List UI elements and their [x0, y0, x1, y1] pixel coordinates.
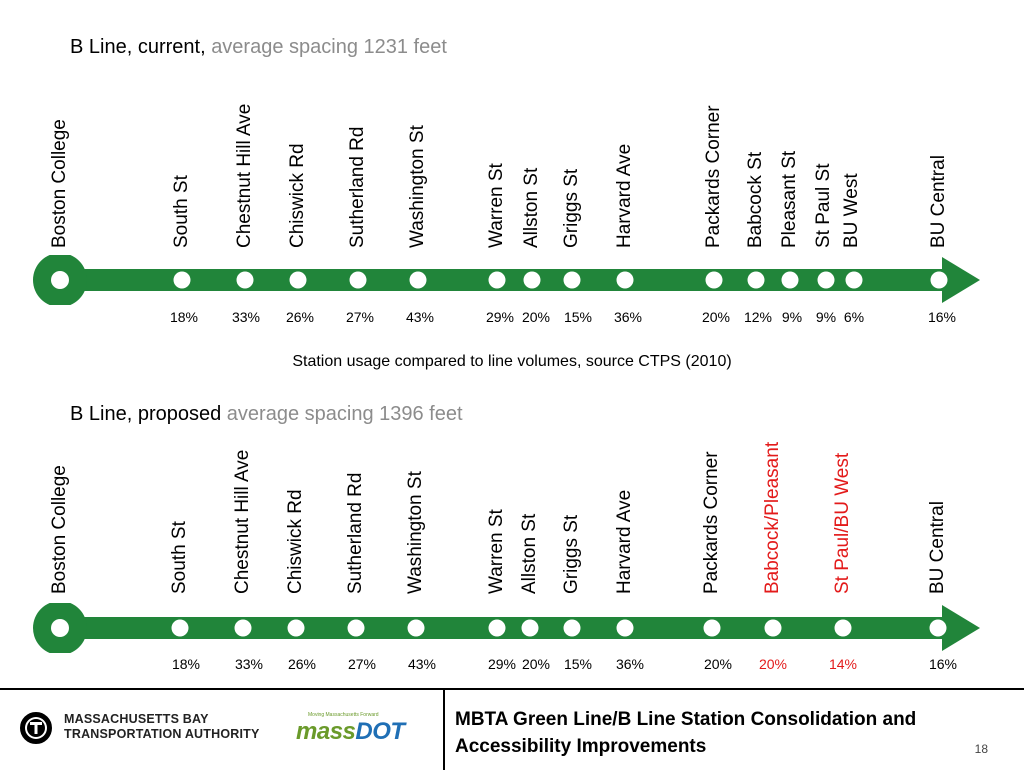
proposed-station-dot-babcock-pleasant — [764, 619, 782, 637]
current-station-dot-warren-st — [488, 271, 506, 289]
presentation-title: MBTA Green Line/B Line Station Consolida… — [455, 709, 917, 757]
current-station-dot-chiswick-rd — [289, 271, 307, 289]
current-usage-row: 18% 33% 26% 27% 43% 29% 20% 15% 36% 20% 12% 9% 9% 6% 1… — [0, 309, 1024, 329]
current-usage-south-st: 18% — [169, 309, 199, 325]
current-usage-warren-st: 29% — [485, 309, 515, 325]
current-station-dot-south-st — [173, 271, 191, 289]
current-usage-babcock-st: 12% — [743, 309, 773, 325]
page-number: 18 — [974, 742, 988, 756]
proposed-station-dot-packards-corner — [703, 619, 721, 637]
proposed-usage-griggs-st: 15% — [563, 656, 593, 672]
current-usage-bu-central: 16% — [927, 309, 957, 325]
mbta-t-logo-icon — [20, 712, 52, 744]
current-track-band — [60, 269, 955, 291]
agency-name-line2: TRANSPORTATION AUTHORITY — [64, 727, 260, 741]
proposed-station-dot-washington-st — [407, 619, 425, 637]
current-usage-bu-west: 6% — [843, 309, 865, 325]
proposed-line-section: B Line, proposed average spacing 1396 fe… — [0, 403, 1024, 676]
current-usage-griggs-st: 15% — [563, 309, 593, 325]
current-line-diagram — [33, 255, 980, 305]
proposed-station-dot-griggs-st — [563, 619, 581, 637]
proposed-usage-st-paul-bu-west: 14% — [828, 656, 858, 672]
proposed-station-dot-warren-st — [488, 619, 506, 637]
proposed-line-diagram — [33, 603, 980, 653]
current-station-dot-harvard-ave — [616, 271, 634, 289]
proposed-direction-arrow-icon — [942, 605, 980, 651]
proposed-usage-babcock-pleasant: 20% — [758, 656, 788, 672]
proposed-usage-south-st: 18% — [171, 656, 201, 672]
current-station-dot-boston-college — [51, 271, 69, 289]
proposed-station-dot-boston-college — [51, 619, 69, 637]
current-heading-title: B Line, current, — [70, 36, 206, 58]
current-usage-packards-corner: 20% — [701, 309, 731, 325]
proposed-station-dot-chiswick-rd — [287, 619, 305, 637]
proposed-station-dot-harvard-ave — [616, 619, 634, 637]
current-station-dot-sutherland-rd — [349, 271, 367, 289]
proposed-heading: B Line, proposed average spacing 1396 fe… — [70, 403, 463, 426]
current-line-section: B Line, current, average spacing 1231 fe… — [0, 0, 1024, 340]
current-station-dot-bu-central — [930, 271, 948, 289]
current-usage-chiswick-rd: 26% — [285, 309, 315, 325]
current-station-dot-babcock-st — [747, 271, 765, 289]
proposed-station-dot-st-paul-bu-west — [834, 619, 852, 637]
proposed-station-names: Boston College South St Chestnut Hill Ave C… — [49, 441, 948, 594]
proposed-heading-spacing: average spacing 1396 feet — [226, 403, 463, 425]
proposed-usage-chestnut-hill-ave: 33% — [234, 656, 264, 672]
proposed-usage-chiswick-rd: 26% — [287, 656, 317, 672]
current-station-dot-washington-st — [409, 271, 427, 289]
current-usage-harvard-ave: 36% — [613, 309, 643, 325]
proposed-station-dot-sutherland-rd — [347, 619, 365, 637]
proposed-station-dot-allston-st — [521, 619, 539, 637]
current-usage-pleasant-st: 9% — [781, 309, 803, 325]
massdot-tagline: Moving Massachusetts Forward — [308, 712, 379, 718]
current-station-dot-packards-corner — [705, 271, 723, 289]
proposed-usage-washington-st: 43% — [407, 656, 437, 672]
agency-name-line1: MASSACHUSETTS BAY — [64, 712, 209, 726]
current-station-dot-st-paul-st — [817, 271, 835, 289]
current-usage-chestnut-hill-ave: 33% — [231, 309, 261, 325]
current-station-dot-pleasant-st — [781, 271, 799, 289]
proposed-usage-sutherland-rd: 27% — [347, 656, 377, 672]
agency-name: MASSACHUSETTS BAY TRANSPORTATION AUTHORI… — [64, 712, 260, 742]
usage-caption: Station usage compared to line volumes, … — [292, 353, 732, 370]
proposed-usage-warren-st: 29% — [487, 656, 517, 672]
current-usage-st-paul-st: 9% — [815, 309, 837, 325]
proposed-heading-title: B Line, proposed — [70, 403, 222, 425]
proposed-usage-packards-corner: 20% — [703, 656, 733, 672]
proposed-usage-row: 18% 33% 26% 27% 43% 29% 20% 15% 36% 20% 20% 14% 16% — [0, 656, 1024, 676]
proposed-track-band — [60, 617, 955, 639]
current-station-dot-bu-west — [845, 271, 863, 289]
proposed-station-dot-bu-central — [929, 619, 947, 637]
proposed-usage-harvard-ave: 36% — [615, 656, 645, 672]
proposed-usage-allston-st: 20% — [521, 656, 551, 672]
current-direction-arrow-icon — [942, 257, 980, 303]
current-station-dot-allston-st — [523, 271, 541, 289]
footer: MASSACHUSETTS BAY TRANSPORTATION AUTHORI… — [0, 688, 1024, 770]
current-usage-sutherland-rd: 27% — [345, 309, 375, 325]
current-station-dot-chestnut-hill-ave — [236, 271, 254, 289]
footer-divider — [443, 690, 445, 770]
proposed-usage-bu-central: 16% — [928, 656, 958, 672]
proposed-station-dot-south-st — [171, 619, 189, 637]
massdot-logo: Moving Massachusetts Forward massDOT — [296, 712, 416, 746]
current-usage-washington-st: 43% — [405, 309, 435, 325]
proposed-station-dot-chestnut-hill-ave — [234, 619, 252, 637]
current-station-dot-griggs-st — [563, 271, 581, 289]
current-usage-allston-st: 20% — [521, 309, 551, 325]
current-heading-spacing: average spacing 1231 feet — [211, 36, 447, 58]
current-heading: B Line, current, average spacing 1231 fe… — [70, 36, 447, 59]
massdot-wordmark: massDOT — [296, 718, 405, 745]
